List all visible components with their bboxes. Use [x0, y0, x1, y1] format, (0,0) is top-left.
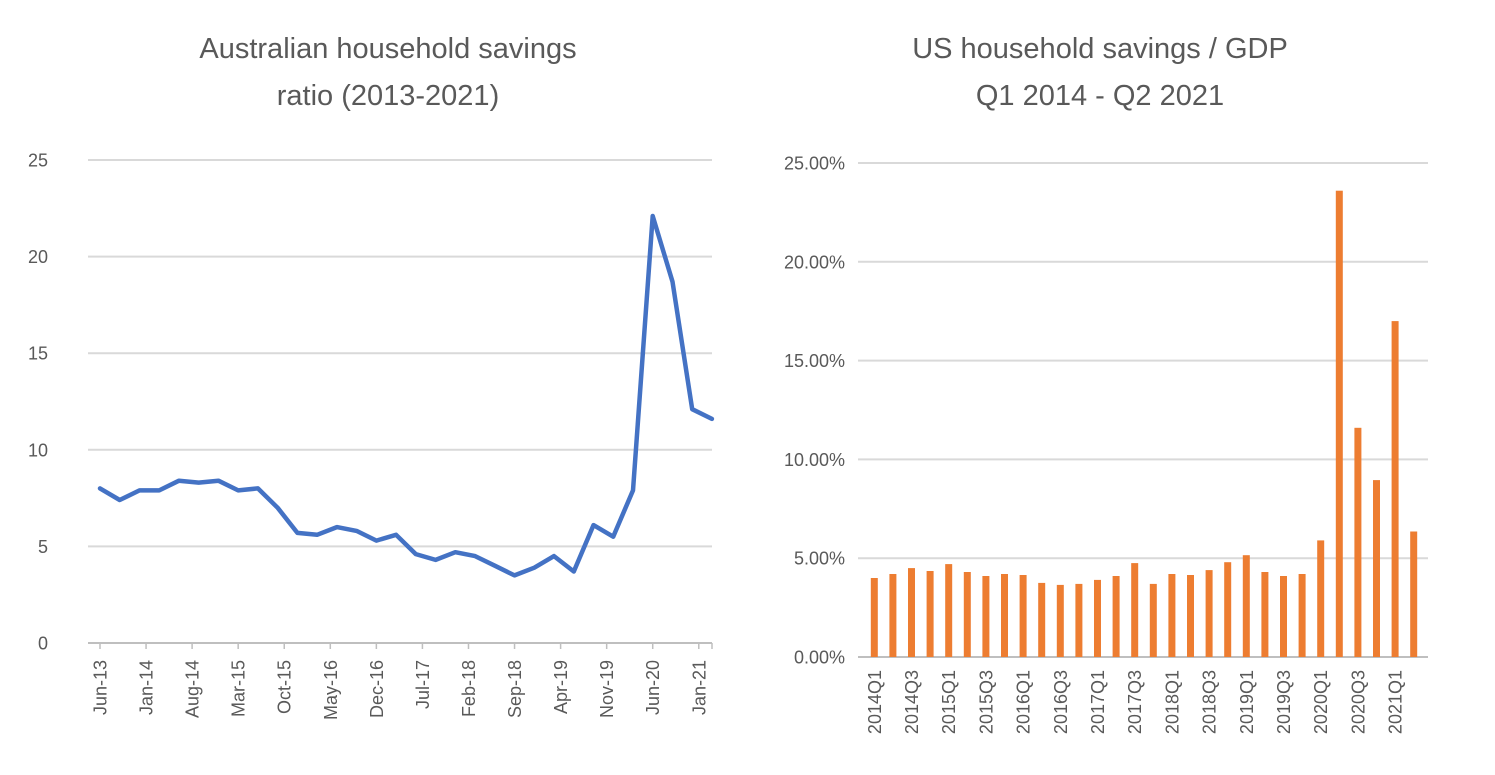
y-axis-label: 25.00% [784, 154, 845, 174]
x-axis-label: Mar-15 [229, 660, 249, 717]
bar [1001, 574, 1008, 657]
bar [908, 568, 915, 657]
x-axis-label: Oct-15 [275, 660, 295, 714]
y-axis-label: 25 [28, 151, 48, 171]
bar [1038, 582, 1046, 657]
savings-ratio-line [97, 213, 715, 578]
y-axis-label: 15.00% [784, 351, 845, 371]
x-axis-label: 2015Q3 [976, 670, 996, 734]
bar [1149, 583, 1157, 657]
x-axis-label: Feb-18 [459, 660, 479, 717]
bar [1354, 427, 1362, 657]
x-axis-label: 2017Q1 [1088, 670, 1108, 734]
y-axis-label: 0 [38, 634, 48, 654]
bar [1112, 576, 1120, 657]
x-axis-label: 2014Q1 [865, 670, 885, 734]
bar [1410, 531, 1418, 657]
x-axis-label: 2015Q1 [939, 670, 959, 734]
x-axis-label: Aug-14 [183, 660, 203, 718]
bar [1168, 574, 1176, 657]
australia-line-chart: 0 5 10 15 20 25 Jun-13 Jan-14 Aug-14 Mar-15 Oct-15… [28, 151, 715, 720]
bar [926, 571, 934, 657]
x-axis-label: 2014Q3 [902, 670, 922, 734]
bar [1056, 584, 1064, 657]
x-axis-label: 2018Q1 [1162, 670, 1182, 734]
x-axis-label: 2020Q1 [1311, 670, 1331, 734]
y-axis-label: 15 [28, 344, 48, 364]
bar [963, 572, 971, 657]
x-axis-label: Dec-16 [367, 660, 387, 718]
x-axis-label: Sep-18 [505, 660, 525, 718]
bar [870, 578, 878, 657]
x-axis-label: Jul-17 [413, 660, 433, 709]
bar [1242, 555, 1250, 657]
x-axis-label: 2019Q1 [1237, 670, 1257, 734]
bar [1391, 321, 1399, 657]
bar [1187, 575, 1194, 657]
bar [1335, 190, 1343, 657]
y-axis-label: 20.00% [784, 252, 845, 272]
y-axis-label: 10 [28, 440, 48, 460]
y-axis-label: 5 [38, 537, 48, 557]
y-axis-label: 10.00% [784, 450, 845, 470]
us-chart-title: US household savings / GDP Q1 2014 - Q2 … [760, 26, 1440, 120]
x-axis-label: 2017Q3 [1125, 670, 1145, 734]
x-axis-label: Jan-14 [137, 660, 157, 715]
x-axis-label: May-16 [321, 660, 341, 720]
bar [1019, 575, 1027, 657]
x-axis-label: Nov-19 [597, 660, 617, 718]
bar [1280, 576, 1287, 657]
x-axis-label: Jun-20 [643, 660, 663, 715]
us-bar-chart: 0.00% 5.00% 10.00% 15.00% 20.00% 25.00% 2014Q1… [784, 154, 1428, 734]
australia-chart-title-line2: ratio (2013-2021) [276, 80, 500, 112]
australia-chart-title: Australian household savings ratio (2013… [38, 26, 738, 120]
bar [1261, 572, 1269, 657]
x-axis-label: Jun-13 [91, 660, 111, 715]
x-axis-label: Apr-19 [551, 660, 571, 714]
bar [945, 564, 953, 657]
x-axis-label: Jan-21 [689, 660, 709, 715]
bar [982, 576, 990, 657]
y-axis-label: 0.00% [794, 648, 845, 668]
us-chart-title-line2: Q1 2014 - Q2 2021 [975, 80, 1225, 112]
bar [1205, 570, 1213, 657]
bar [1298, 574, 1306, 657]
x-axis-label: 2016Q3 [1051, 670, 1071, 734]
y-axis-label: 20 [28, 247, 48, 267]
bar [1373, 480, 1380, 657]
bar [1094, 579, 1101, 657]
bar [1224, 562, 1232, 657]
bar [1131, 563, 1139, 657]
us-chart-title-line1: US household savings / GDP [912, 33, 1288, 65]
bar [889, 574, 897, 657]
bar [1075, 583, 1083, 657]
x-axis-label: 2019Q3 [1274, 670, 1294, 734]
x-axis-label: 2016Q1 [1014, 670, 1034, 734]
x-axis-label: 2018Q3 [1200, 670, 1220, 734]
x-axis-label: 2020Q3 [1348, 670, 1368, 734]
y-axis-label: 5.00% [794, 549, 845, 569]
australia-chart-title-line1: Australian household savings [199, 33, 577, 65]
bar [1317, 540, 1325, 657]
x-axis-label: 2021Q1 [1386, 670, 1406, 734]
